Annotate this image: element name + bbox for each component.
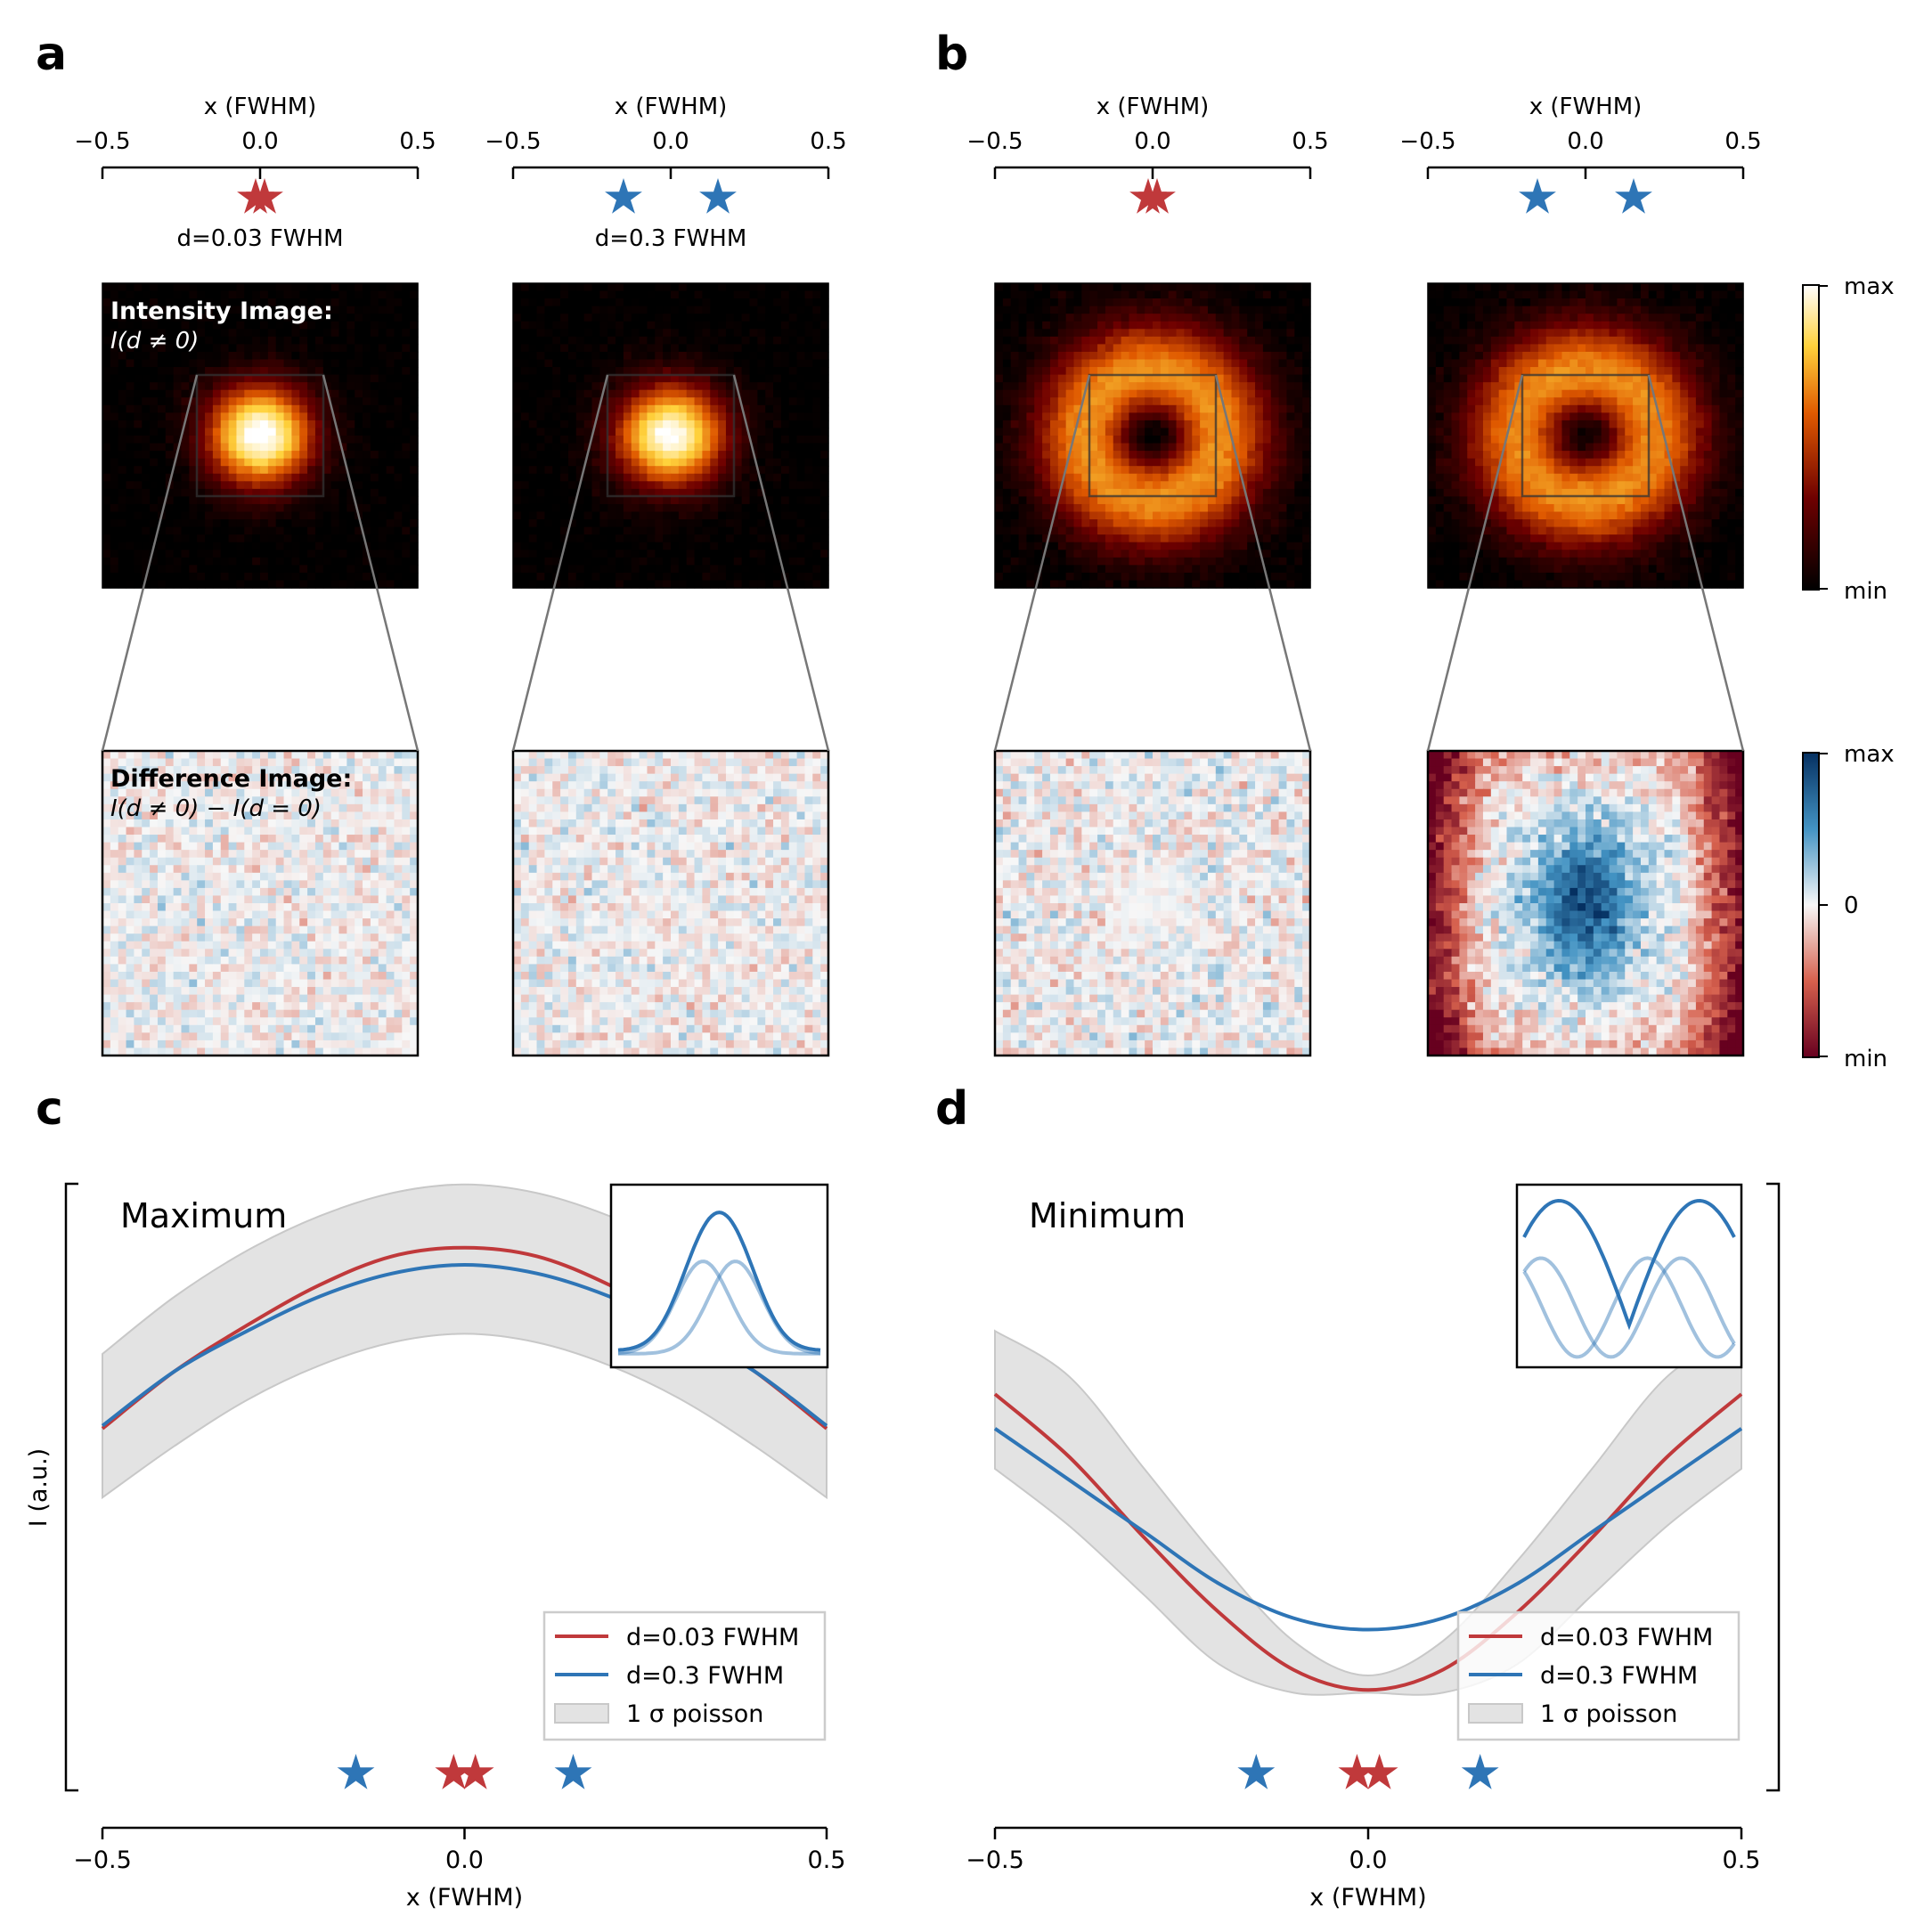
difference-image-3	[995, 751, 1311, 1056]
intensity-image-4	[1428, 283, 1744, 589]
emitter-axis-1: x (FWHM) −0.5 0.0 0.5 d=0.03 FWHM	[74, 94, 436, 252]
x-axis-label: x (FWHM)	[1309, 1884, 1426, 1912]
top-tick-label: 0.0	[241, 128, 278, 155]
separation-label: d=0.03 FWHM	[176, 225, 343, 252]
emitter-axis-2: x (FWHM) −0.5 0.0 0.5 d=0.3 FWHM	[485, 94, 846, 252]
series-line-d003	[993, 1392, 1743, 1692]
emitter-star-blue	[1615, 178, 1652, 214]
intensity-image-1	[102, 283, 419, 589]
top-tick-label: 0.5	[810, 128, 846, 155]
difference-image-title: Difference Image:	[110, 765, 352, 793]
intensity-image-2	[513, 283, 829, 589]
legend-label: 1 σ poisson	[1540, 1700, 1677, 1728]
plot-minimum: Minimum −0.5 0.0 0.5 x (FWHM) d=0.03 FWHM d=0.…	[966, 1182, 1781, 1912]
intensity-image-title: Intensity Image:	[110, 298, 333, 325]
emitter-star	[554, 1754, 592, 1789]
top-tick-label: −0.5	[966, 128, 1023, 155]
legend-label: 1 σ poisson	[626, 1700, 763, 1728]
plot-maximum: Maximum −0.5 0.0 0.5 x (FWHM) d=0.03 FWHM d=0.…	[25, 1182, 846, 1912]
colorbar-min-label: min	[1844, 1046, 1887, 1072]
zoom-guides	[101, 282, 1745, 1057]
difference-image-formula: I(d ≠ 0) − I(d = 0)	[110, 795, 322, 822]
inset-box	[609, 1183, 829, 1369]
top-tick-label: −0.5	[74, 128, 130, 155]
top-axis-label: x (FWHM)	[1529, 94, 1643, 120]
intensity-image-3	[995, 283, 1311, 589]
top-axis-label: x (FWHM)	[615, 94, 728, 120]
difference-image-2	[513, 751, 829, 1056]
colorbar-zero-label: 0	[1844, 893, 1859, 919]
x-tick-label: −0.5	[73, 1846, 132, 1874]
inset-curve-right	[1522, 1256, 1736, 1359]
x-tick-label: 0.5	[1723, 1846, 1761, 1874]
panel-label-b: b	[935, 28, 968, 81]
panel-label-d: d	[935, 1082, 968, 1136]
top-tick-label: 0.5	[1292, 128, 1328, 155]
intensity-image-formula: I(d ≠ 0)	[110, 328, 199, 355]
colorbar-difference: max 0 min	[1802, 741, 1895, 1072]
panel-label-c: c	[36, 1082, 63, 1136]
top-tick-label: 0.5	[1724, 128, 1761, 155]
emitter-star	[1237, 1754, 1276, 1789]
x-tick-label: −0.5	[966, 1846, 1024, 1874]
top-tick-label: 0.0	[1134, 128, 1170, 155]
x-tick-label: 0.5	[808, 1846, 846, 1874]
y-axis-label: I (a.u.)	[25, 1448, 53, 1527]
x-tick-label: 0.0	[1349, 1846, 1388, 1874]
emitter-axis-4: x (FWHM) −0.5 0.0 0.5	[1399, 94, 1762, 214]
plot-title: Maximum	[120, 1196, 287, 1235]
inset-curve-sum	[617, 1211, 821, 1352]
legend-label: d=0.3 FWHM	[626, 1662, 784, 1690]
panel-label-a: a	[36, 28, 67, 81]
legend-swatch	[1468, 1703, 1523, 1724]
emitter-star	[337, 1754, 375, 1789]
inset-box	[1515, 1183, 1743, 1369]
difference-image-4	[1428, 751, 1744, 1056]
inset-curve-left	[1522, 1256, 1736, 1359]
emitter-star-blue	[1519, 178, 1556, 214]
colorbar-max-label: max	[1844, 273, 1895, 300]
emitter-star-blue	[699, 178, 737, 214]
colorbar-min-label: min	[1844, 578, 1887, 605]
top-axis-label: x (FWHM)	[204, 94, 317, 120]
legend-label: d=0.03 FWHM	[1540, 1624, 1713, 1651]
colorbar-intensity: max min	[1802, 273, 1895, 605]
emitter-axis-3: x (FWHM) −0.5 0.0 0.5	[966, 94, 1329, 214]
plot-title: Minimum	[1029, 1196, 1186, 1235]
top-tick-label: 0.5	[399, 128, 436, 155]
emitter-star-blue	[605, 178, 642, 214]
top-tick-label: −0.5	[1399, 128, 1455, 155]
top-tick-label: 0.0	[652, 128, 689, 155]
legend-label: d=0.03 FWHM	[626, 1624, 799, 1651]
legend-swatch	[554, 1703, 609, 1724]
series-line-d03	[993, 1427, 1743, 1632]
colorbar-max-label: max	[1844, 741, 1895, 768]
y-axis-left	[64, 1182, 78, 1792]
top-tick-label: 0.0	[1567, 128, 1603, 155]
top-tick-label: −0.5	[485, 128, 541, 155]
emitter-star	[1461, 1754, 1499, 1789]
inset-curve-sum	[1522, 1198, 1736, 1331]
difference-image-1	[102, 751, 419, 1056]
y-axis-right	[1766, 1182, 1781, 1792]
top-axis-label: x (FWHM)	[1097, 94, 1210, 120]
x-axis-label: x (FWHM)	[406, 1884, 523, 1912]
separation-label: d=0.3 FWHM	[595, 225, 747, 252]
x-tick-label: 0.0	[445, 1846, 484, 1874]
legend-label: d=0.3 FWHM	[1540, 1662, 1698, 1690]
